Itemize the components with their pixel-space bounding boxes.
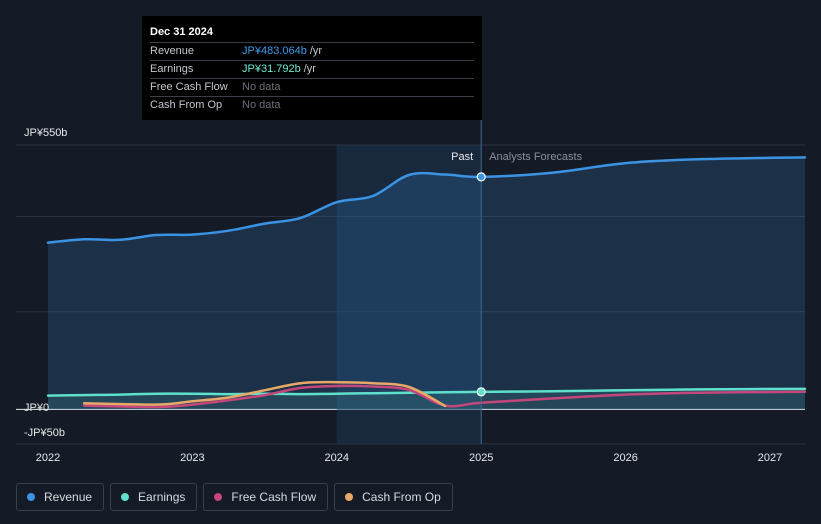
x-tick-label: 2024 bbox=[325, 452, 349, 464]
tooltip-unit: /yr bbox=[309, 45, 323, 57]
series-lines bbox=[46, 156, 807, 409]
tooltip-value: No data bbox=[242, 81, 281, 93]
legend-label: Earnings bbox=[138, 490, 186, 504]
revenue-area bbox=[48, 157, 805, 410]
forecast-label: Analysts Forecasts bbox=[489, 151, 582, 163]
x-tick-label: 2022 bbox=[36, 452, 60, 464]
tooltip-label: Earnings bbox=[150, 63, 194, 75]
x-tick-label: 2026 bbox=[613, 452, 637, 464]
tooltip-value: JP¥483.064b bbox=[242, 45, 307, 57]
y-axis-ticks: JP¥550b JP¥0 -JP¥50b bbox=[24, 127, 67, 439]
revenue-marker[interactable] bbox=[476, 172, 486, 182]
legend-dot-icon bbox=[27, 493, 35, 501]
earnings-line bbox=[46, 387, 807, 397]
tooltip-row-fcf: Free Cash Flow No data bbox=[150, 78, 474, 96]
tooltip-unit: /yr bbox=[303, 63, 316, 75]
x-axis-ticks: 2022 2023 2024 2025 2026 2027 bbox=[36, 452, 782, 464]
tooltip-row-revenue: Revenue JP¥483.064b /yr bbox=[150, 42, 474, 60]
y-tick-label: JP¥0 bbox=[24, 402, 49, 414]
legend-dot-icon bbox=[214, 493, 223, 501]
x-tick-label: 2027 bbox=[758, 452, 782, 464]
series-markers bbox=[476, 172, 486, 397]
tooltip-label: Free Cash Flow bbox=[150, 81, 228, 93]
free-cash-flow-line bbox=[82, 384, 807, 409]
tooltip-label: Cash From Op bbox=[150, 99, 223, 111]
legend-item-revenue[interactable]: Revenue bbox=[16, 483, 105, 511]
revenue-line bbox=[46, 156, 807, 244]
series-fills bbox=[48, 157, 805, 410]
tooltip-value: JP¥31.792b bbox=[242, 63, 301, 75]
tooltip-value: No data bbox=[242, 99, 281, 111]
past-label: Past bbox=[451, 151, 473, 163]
tooltip-row-cfo: Cash From Op No data bbox=[150, 96, 474, 114]
legend-dot-icon bbox=[345, 493, 354, 501]
tooltip-label: Revenue bbox=[150, 45, 195, 57]
legend-item-free-cash-flow[interactable]: Free Cash Flow bbox=[203, 483, 329, 511]
x-tick-label: 2023 bbox=[180, 452, 204, 464]
tooltip-date: Dec 31 2024 bbox=[150, 26, 213, 38]
x-tick-label: 2025 bbox=[469, 452, 493, 464]
legend-item-cash-from-op[interactable]: Cash From Op bbox=[334, 483, 453, 511]
legend-dot-icon bbox=[121, 493, 130, 501]
legend-label: Free Cash Flow bbox=[231, 490, 317, 504]
legend: Revenue Earnings Free Cash Flow Cash Fro… bbox=[16, 483, 453, 511]
y-tick-label: JP¥550b bbox=[24, 127, 67, 139]
y-tick-label: -JP¥50b bbox=[24, 427, 65, 439]
legend-label: Revenue bbox=[44, 490, 93, 504]
tooltip-row-earnings: Earnings JP¥31.792b /yr bbox=[150, 60, 474, 78]
legend-item-earnings[interactable]: Earnings bbox=[110, 483, 198, 511]
cash-from-op-line bbox=[82, 380, 447, 408]
tooltip: Dec 31 2024 Revenue JP¥483.064b /yr Earn… bbox=[142, 16, 482, 120]
legend-label: Cash From Op bbox=[362, 490, 441, 504]
earnings-marker[interactable] bbox=[476, 387, 486, 397]
